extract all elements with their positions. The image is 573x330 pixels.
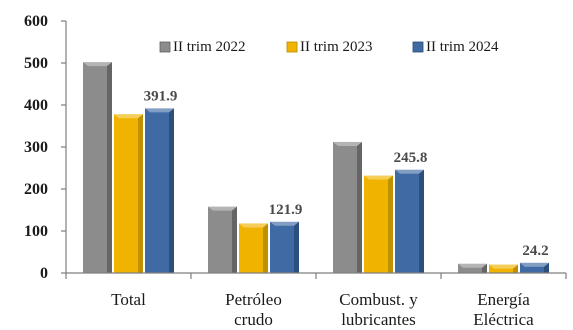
- bar-top-highlight: [489, 264, 518, 269]
- legend-label: II trim 2024: [426, 39, 499, 55]
- bar-top-highlight: [145, 108, 174, 113]
- y-tick-label: 400: [24, 97, 48, 114]
- x-tick-label: lubricantes: [341, 310, 416, 329]
- legend-swatch: [286, 41, 298, 53]
- x-tick-label: Petróleo: [225, 290, 282, 309]
- bar-side-shade: [138, 114, 143, 274]
- x-tick-label: Energía: [477, 290, 530, 309]
- bar-top-highlight: [83, 62, 112, 67]
- data-label: 391.9: [144, 88, 178, 104]
- bar-top-highlight: [458, 263, 487, 268]
- bar-top-highlight: [333, 141, 362, 146]
- x-tick-label: crudo: [234, 310, 273, 329]
- data-label: 245.8: [394, 150, 428, 166]
- bar-side-shade: [544, 262, 549, 273]
- data-label: 24.2: [522, 243, 548, 259]
- bar-top-highlight: [208, 206, 237, 211]
- y-tick-label: 100: [24, 223, 48, 240]
- y-tick-label: 300: [24, 139, 48, 156]
- y-tick-label: 600: [24, 13, 48, 30]
- y-tick-label: 200: [24, 181, 48, 198]
- x-tick-label: Eléctrica: [473, 310, 534, 329]
- y-tick-label: 500: [24, 55, 48, 72]
- bar: [489, 264, 518, 273]
- legend-label: II trim 2023: [300, 39, 373, 55]
- bar-side-shade: [388, 175, 393, 273]
- bar-top-highlight: [239, 223, 268, 228]
- bar-top-highlight: [270, 221, 299, 226]
- bar-top-highlight: [520, 262, 549, 267]
- bar-side-shade: [107, 62, 112, 273]
- x-tick-label: Total: [111, 290, 146, 309]
- bar-top-highlight: [395, 169, 424, 174]
- bar-side-shade: [513, 264, 518, 273]
- bar-top-highlight: [114, 114, 143, 119]
- legend-label: II trim 2022: [173, 39, 246, 55]
- bar-side-shade: [482, 263, 487, 273]
- bar: [520, 262, 549, 273]
- bar-side-shade: [169, 108, 174, 273]
- bar-side-shade: [294, 221, 299, 273]
- bar-side-shade: [232, 206, 237, 273]
- data-label: 121.9: [269, 202, 303, 218]
- x-tick-label: Combust. y: [339, 290, 418, 309]
- y-tick-label: 0: [40, 265, 48, 282]
- bar: [458, 263, 487, 273]
- bar-side-shade: [357, 141, 362, 273]
- legend-swatch: [159, 41, 171, 53]
- bar-top-highlight: [364, 175, 393, 180]
- bar-side-shade: [263, 223, 268, 273]
- legend-swatch: [412, 41, 424, 53]
- bar-side-shade: [419, 169, 424, 273]
